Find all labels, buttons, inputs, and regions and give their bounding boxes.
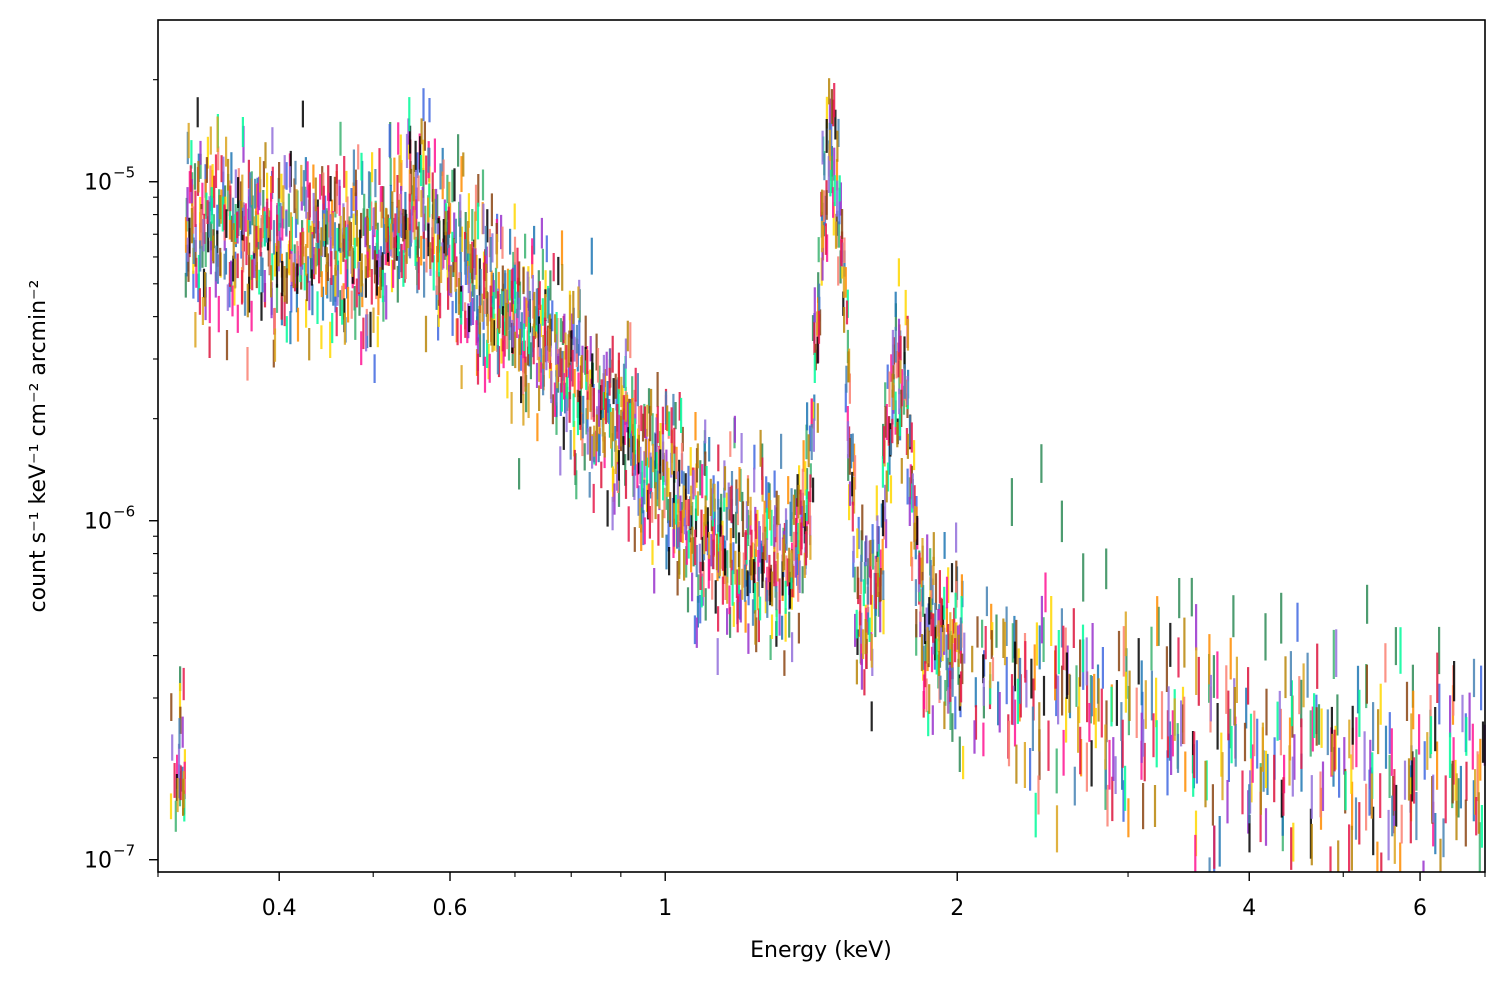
- x-tick-label: 6: [1413, 896, 1427, 921]
- y-tick-label: 10: [84, 849, 112, 874]
- x-tick-label: 0.4: [262, 896, 297, 921]
- y-axis-label: count s⁻¹ keV⁻¹ cm⁻² arcmin⁻²: [26, 280, 51, 613]
- x-tick-label: 2: [950, 896, 964, 921]
- x-tick-label: 1: [658, 896, 672, 921]
- y-tick-label: 10: [84, 171, 112, 196]
- x-axis-ticks: 0.4 0.6 1 2 4 6: [157, 872, 1486, 921]
- y-tick-label: 10: [84, 510, 112, 535]
- x-tick-label: 4: [1242, 896, 1256, 921]
- y-tick-exponent: −5: [113, 164, 135, 182]
- data-marks: [169, 78, 1486, 872]
- x-axis-label: Energy (keV): [750, 938, 892, 963]
- y-tick-exponent: −7: [113, 842, 135, 860]
- axes-frame: [157, 19, 1486, 873]
- x-tick-label: 0.6: [433, 896, 468, 921]
- y-axis-ticks: 10−710−610−5: [84, 79, 158, 874]
- y-tick-exponent: −6: [113, 503, 135, 521]
